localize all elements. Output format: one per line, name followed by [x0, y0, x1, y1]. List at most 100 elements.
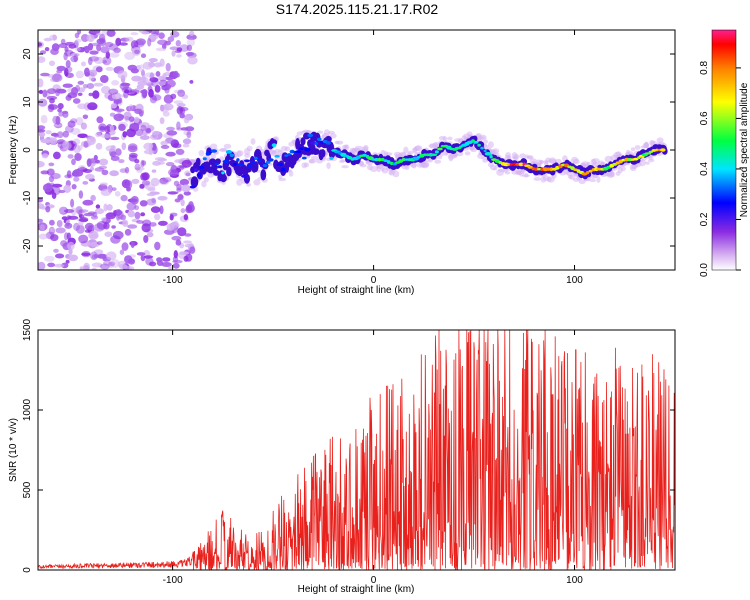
track-core: [585, 171, 590, 175]
noise-blob: [152, 130, 160, 136]
noise-blob: [143, 149, 155, 155]
track-halo: [539, 159, 544, 165]
noise-blob: [47, 103, 55, 113]
noise-blob: [73, 176, 80, 182]
colorbar-gradient: [711, 29, 737, 271]
y-tick-label: 10: [22, 96, 33, 108]
track-core: [243, 159, 251, 163]
noise-blob: [155, 71, 161, 77]
noise-blob: [49, 97, 55, 104]
noise-blob: [68, 44, 77, 49]
track-core: [284, 154, 289, 157]
noise-blob: [38, 218, 44, 223]
noise-blob: [176, 54, 182, 58]
track-halo: [250, 138, 256, 145]
noise-blob: [118, 159, 125, 164]
noise-blob: [157, 76, 165, 81]
noise-blob: [187, 52, 197, 59]
noise-blob: [127, 145, 138, 153]
noise-blob: [44, 47, 50, 52]
noise-blob: [61, 216, 68, 221]
track-core: [199, 165, 205, 169]
track-halo: [504, 171, 511, 175]
noise-blob: [95, 66, 103, 73]
noise-blob: [108, 263, 115, 268]
snr-plot-area: [38, 330, 675, 570]
noise-blob: [77, 133, 88, 139]
noise-blob: [180, 199, 185, 207]
track-halo: [578, 179, 586, 185]
track-core: [247, 164, 253, 168]
noise-blob: [86, 83, 95, 89]
track-halo: [210, 143, 218, 149]
noise-blob: [104, 231, 113, 237]
track-halo: [489, 164, 497, 171]
track-body: [213, 169, 220, 176]
noise-blob: [165, 151, 176, 157]
noise-blob: [86, 136, 96, 146]
y-tick-label: 0: [22, 147, 33, 153]
noise-blob: [142, 93, 147, 99]
noise-blob: [128, 154, 138, 162]
noise-blob: [108, 88, 119, 95]
noise-blob: [124, 228, 132, 236]
noise-blob: [125, 265, 135, 270]
noise-blob: [130, 195, 139, 205]
noise-blob: [71, 87, 79, 96]
noise-blob: [105, 51, 111, 59]
track-core: [477, 143, 481, 147]
track-halo: [341, 165, 349, 169]
noise-blob: [106, 30, 116, 37]
noise-blob: [87, 158, 99, 164]
noise-blob: [124, 116, 130, 122]
noise-blob: [41, 153, 49, 159]
noise-blob: [100, 263, 110, 270]
track-halo: [600, 161, 607, 166]
track-core: [205, 151, 210, 156]
noise-blob: [118, 123, 126, 131]
noise-blob: [64, 222, 73, 229]
track-halo: [513, 154, 520, 160]
noise-blob: [119, 249, 125, 255]
noise-blob: [133, 116, 140, 123]
noise-blob: [51, 192, 57, 200]
noise-blob: [62, 130, 69, 138]
noise-blob: [62, 83, 73, 88]
noise-blob: [125, 180, 133, 190]
noise-blob: [130, 68, 139, 74]
track-core: [280, 167, 286, 172]
noise-blob: [65, 60, 71, 68]
noise-blob: [184, 233, 192, 237]
noise-blob: [55, 115, 61, 125]
noise-blob: [175, 73, 180, 78]
noise-blob: [46, 95, 58, 100]
track-core: [473, 140, 479, 144]
track-halo: [434, 159, 442, 164]
noise-blob: [123, 90, 129, 99]
noise-blob: [77, 145, 83, 151]
noise-blob: [43, 37, 53, 42]
noise-blob: [139, 135, 150, 141]
track-core: [287, 153, 292, 156]
track-halo: [533, 177, 542, 181]
noise-blob: [171, 50, 176, 57]
track-halo: [403, 146, 409, 154]
noise-blob: [104, 125, 111, 134]
noise-blob: [78, 209, 89, 213]
noise-blob: [108, 52, 120, 58]
noise-blob: [87, 102, 98, 111]
noise-blob: [79, 214, 85, 219]
noise-blob: [134, 108, 143, 115]
track-halo: [644, 141, 649, 149]
track-halo: [470, 147, 478, 153]
track-core: [268, 158, 274, 162]
track-halo: [201, 180, 207, 188]
track-core: [534, 167, 539, 171]
noise-blob: [145, 257, 154, 266]
noise-blob: [74, 153, 82, 161]
noise-blob: [130, 32, 139, 36]
noise-blob: [51, 73, 63, 83]
noise-blob: [176, 121, 181, 130]
track-halo: [634, 145, 641, 150]
noise-blob: [55, 253, 65, 259]
